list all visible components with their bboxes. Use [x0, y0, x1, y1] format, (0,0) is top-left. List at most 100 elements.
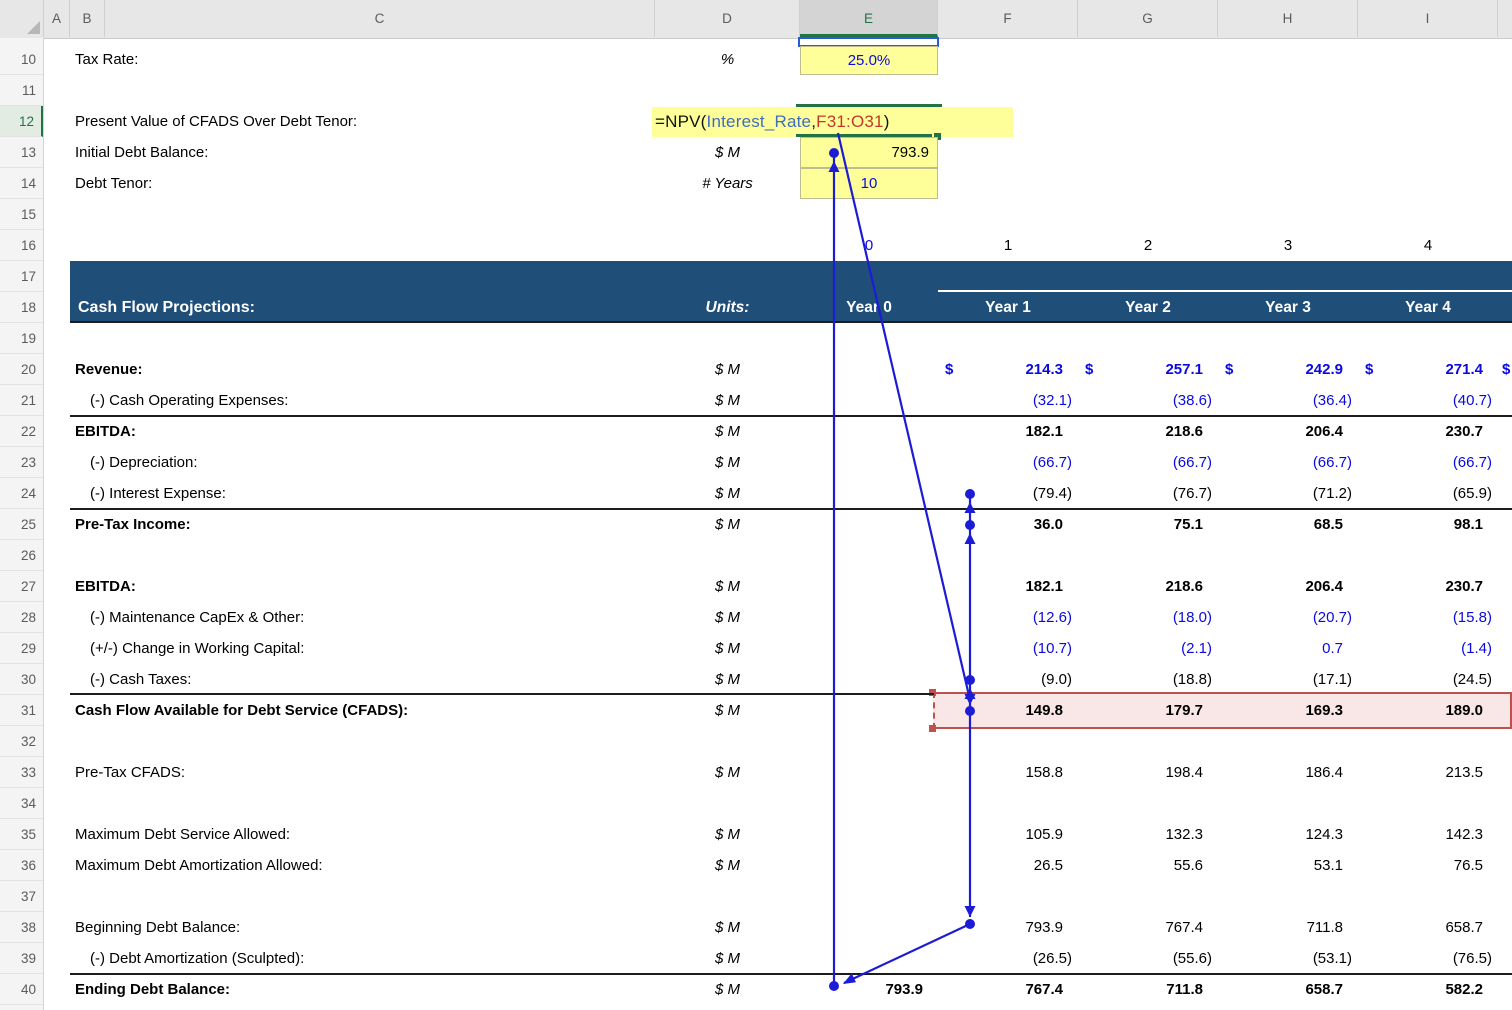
- column-header-B[interactable]: B: [70, 0, 105, 37]
- row-label-20[interactable]: Revenue:: [75, 361, 143, 378]
- cell-G28[interactable]: (18.0): [1172, 609, 1212, 626]
- cell-H29[interactable]: 0.7: [1322, 640, 1343, 657]
- column-header-E[interactable]: E: [800, 0, 938, 37]
- cell-I21[interactable]: (40.7): [1452, 392, 1492, 409]
- column-header-A[interactable]: A: [44, 0, 70, 37]
- row-header-32[interactable]: 32: [0, 726, 43, 757]
- column-header-C[interactable]: C: [105, 0, 655, 37]
- cell-I35[interactable]: 142.3: [1445, 826, 1483, 843]
- cell-I29[interactable]: (1.4): [1461, 640, 1492, 657]
- row-header-33[interactable]: 33: [0, 757, 43, 788]
- cell-E40[interactable]: 793.9: [885, 981, 923, 998]
- row-header-39[interactable]: 39: [0, 943, 43, 974]
- unit-cell-21[interactable]: $ M: [714, 392, 740, 409]
- column-header-G[interactable]: G: [1078, 0, 1218, 37]
- cell-H33[interactable]: 186.4: [1305, 764, 1343, 781]
- cell-I27[interactable]: 230.7: [1445, 578, 1483, 595]
- column-header-D[interactable]: D: [655, 0, 800, 37]
- unit-cell-23[interactable]: $ M: [714, 454, 740, 471]
- cell-F25[interactable]: 36.0: [1033, 516, 1063, 533]
- cell-F39[interactable]: (26.5): [1032, 950, 1072, 967]
- cell-I36[interactable]: 76.5: [1453, 857, 1483, 874]
- unit-cell-28[interactable]: $ M: [714, 609, 740, 626]
- row-label-29[interactable]: (+/-) Change in Working Capital:: [90, 640, 305, 657]
- cell-H31[interactable]: 169.3: [1305, 702, 1343, 719]
- row-label-28[interactable]: (-) Maintenance CapEx & Other:: [90, 609, 305, 626]
- cell-I25[interactable]: 98.1: [1453, 516, 1483, 533]
- cell-G29[interactable]: (2.1): [1181, 640, 1212, 657]
- row-header-13[interactable]: 13: [0, 137, 43, 168]
- row-header-14[interactable]: 14: [0, 168, 43, 199]
- marquee-handle-bottom-left[interactable]: [929, 725, 936, 732]
- unit-cell-27[interactable]: $ M: [714, 578, 740, 595]
- row-label-10[interactable]: Tax Rate:: [75, 51, 139, 68]
- unit-cell-20[interactable]: $ M: [714, 361, 740, 378]
- period-cell-E16[interactable]: 0: [864, 237, 874, 254]
- cell-I39[interactable]: (76.5): [1452, 950, 1492, 967]
- cell-H38[interactable]: 711.8: [1306, 919, 1343, 936]
- row-header-40[interactable]: 40: [0, 974, 43, 1005]
- row-header-23[interactable]: 23: [0, 447, 43, 478]
- row-header-20[interactable]: 20: [0, 354, 43, 385]
- row-label-14[interactable]: Debt Tenor:: [75, 175, 153, 192]
- cell-G38[interactable]: 767.4: [1165, 919, 1203, 936]
- row-header-37[interactable]: 37: [0, 881, 43, 912]
- cell-I22[interactable]: 230.7: [1445, 423, 1483, 440]
- unit-cell-22[interactable]: $ M: [714, 423, 740, 440]
- reference-range-marquee[interactable]: [933, 692, 1512, 729]
- cell-H35[interactable]: 124.3: [1305, 826, 1343, 843]
- cell-F21[interactable]: (32.1): [1032, 392, 1072, 409]
- cell-H25[interactable]: 68.5: [1313, 516, 1343, 533]
- cell-H24[interactable]: (71.2): [1312, 485, 1352, 502]
- row-header-15[interactable]: 15: [0, 199, 43, 230]
- period-cell-F16[interactable]: 1: [1003, 237, 1013, 254]
- unit-cell-10[interactable]: %: [720, 51, 735, 68]
- cell-G27[interactable]: 218.6: [1165, 578, 1203, 595]
- cell-G36[interactable]: 55.6: [1173, 857, 1203, 874]
- cell-I28[interactable]: (15.8): [1452, 609, 1492, 626]
- cell-H20[interactable]: 242.9: [1305, 361, 1343, 378]
- row-header-30[interactable]: 30: [0, 664, 43, 695]
- cell-I33[interactable]: 213.5: [1445, 764, 1483, 781]
- row-label-23[interactable]: (-) Depreciation:: [90, 454, 198, 471]
- row-label-22[interactable]: EBITDA:: [75, 423, 136, 440]
- row-label-13[interactable]: Initial Debt Balance:: [75, 144, 209, 161]
- cell-F36[interactable]: 26.5: [1033, 857, 1063, 874]
- unit-cell-30[interactable]: $ M: [714, 671, 740, 688]
- cell-G30[interactable]: (18.8): [1172, 671, 1212, 688]
- cell-F38[interactable]: 793.9: [1025, 919, 1063, 936]
- unit-cell-13[interactable]: $ M: [714, 144, 740, 161]
- cell-H40[interactable]: 658.7: [1305, 981, 1343, 998]
- cell-G35[interactable]: 132.3: [1165, 826, 1203, 843]
- cell-G33[interactable]: 198.4: [1165, 764, 1203, 781]
- period-cell-I16[interactable]: 4: [1423, 237, 1433, 254]
- unit-cell-39[interactable]: $ M: [714, 950, 740, 967]
- row-header-16[interactable]: 16: [0, 230, 43, 261]
- cell-G23[interactable]: (66.7): [1172, 454, 1212, 471]
- row-header-18[interactable]: 18: [0, 292, 43, 323]
- row-header-36[interactable]: 36: [0, 850, 43, 881]
- row-label-27[interactable]: EBITDA:: [75, 578, 136, 595]
- cell-E14[interactable]: 10: [800, 168, 938, 199]
- unit-cell-25[interactable]: $ M: [714, 516, 740, 533]
- row-label-21[interactable]: (-) Cash Operating Expenses:: [90, 392, 289, 409]
- cell-I30[interactable]: (24.5): [1452, 671, 1492, 688]
- cell-E10[interactable]: 25.0%: [800, 46, 938, 75]
- row-label-12[interactable]: Present Value of CFADS Over Debt Tenor:: [75, 113, 358, 130]
- row-header-38[interactable]: 38: [0, 912, 43, 943]
- cell-F35[interactable]: 105.9: [1025, 826, 1063, 843]
- cell-F30[interactable]: (9.0): [1041, 671, 1072, 688]
- row-header-10[interactable]: 10: [0, 44, 43, 75]
- cell-G22[interactable]: 218.6: [1165, 423, 1203, 440]
- column-header-F[interactable]: F: [938, 0, 1078, 37]
- cell-G40[interactable]: 711.8: [1166, 981, 1203, 998]
- row-header-34[interactable]: 34: [0, 788, 43, 819]
- cell-H30[interactable]: (17.1): [1312, 671, 1352, 688]
- row-header-29[interactable]: 29: [0, 633, 43, 664]
- row-label-31[interactable]: Cash Flow Available for Debt Service (CF…: [75, 702, 409, 719]
- row-label-25[interactable]: Pre-Tax Income:: [75, 516, 191, 533]
- row-header-11[interactable]: 11: [0, 75, 43, 106]
- cell-H23[interactable]: (66.7): [1312, 454, 1352, 471]
- cell-G21[interactable]: (38.6): [1172, 392, 1212, 409]
- row-header-28[interactable]: 28: [0, 602, 43, 633]
